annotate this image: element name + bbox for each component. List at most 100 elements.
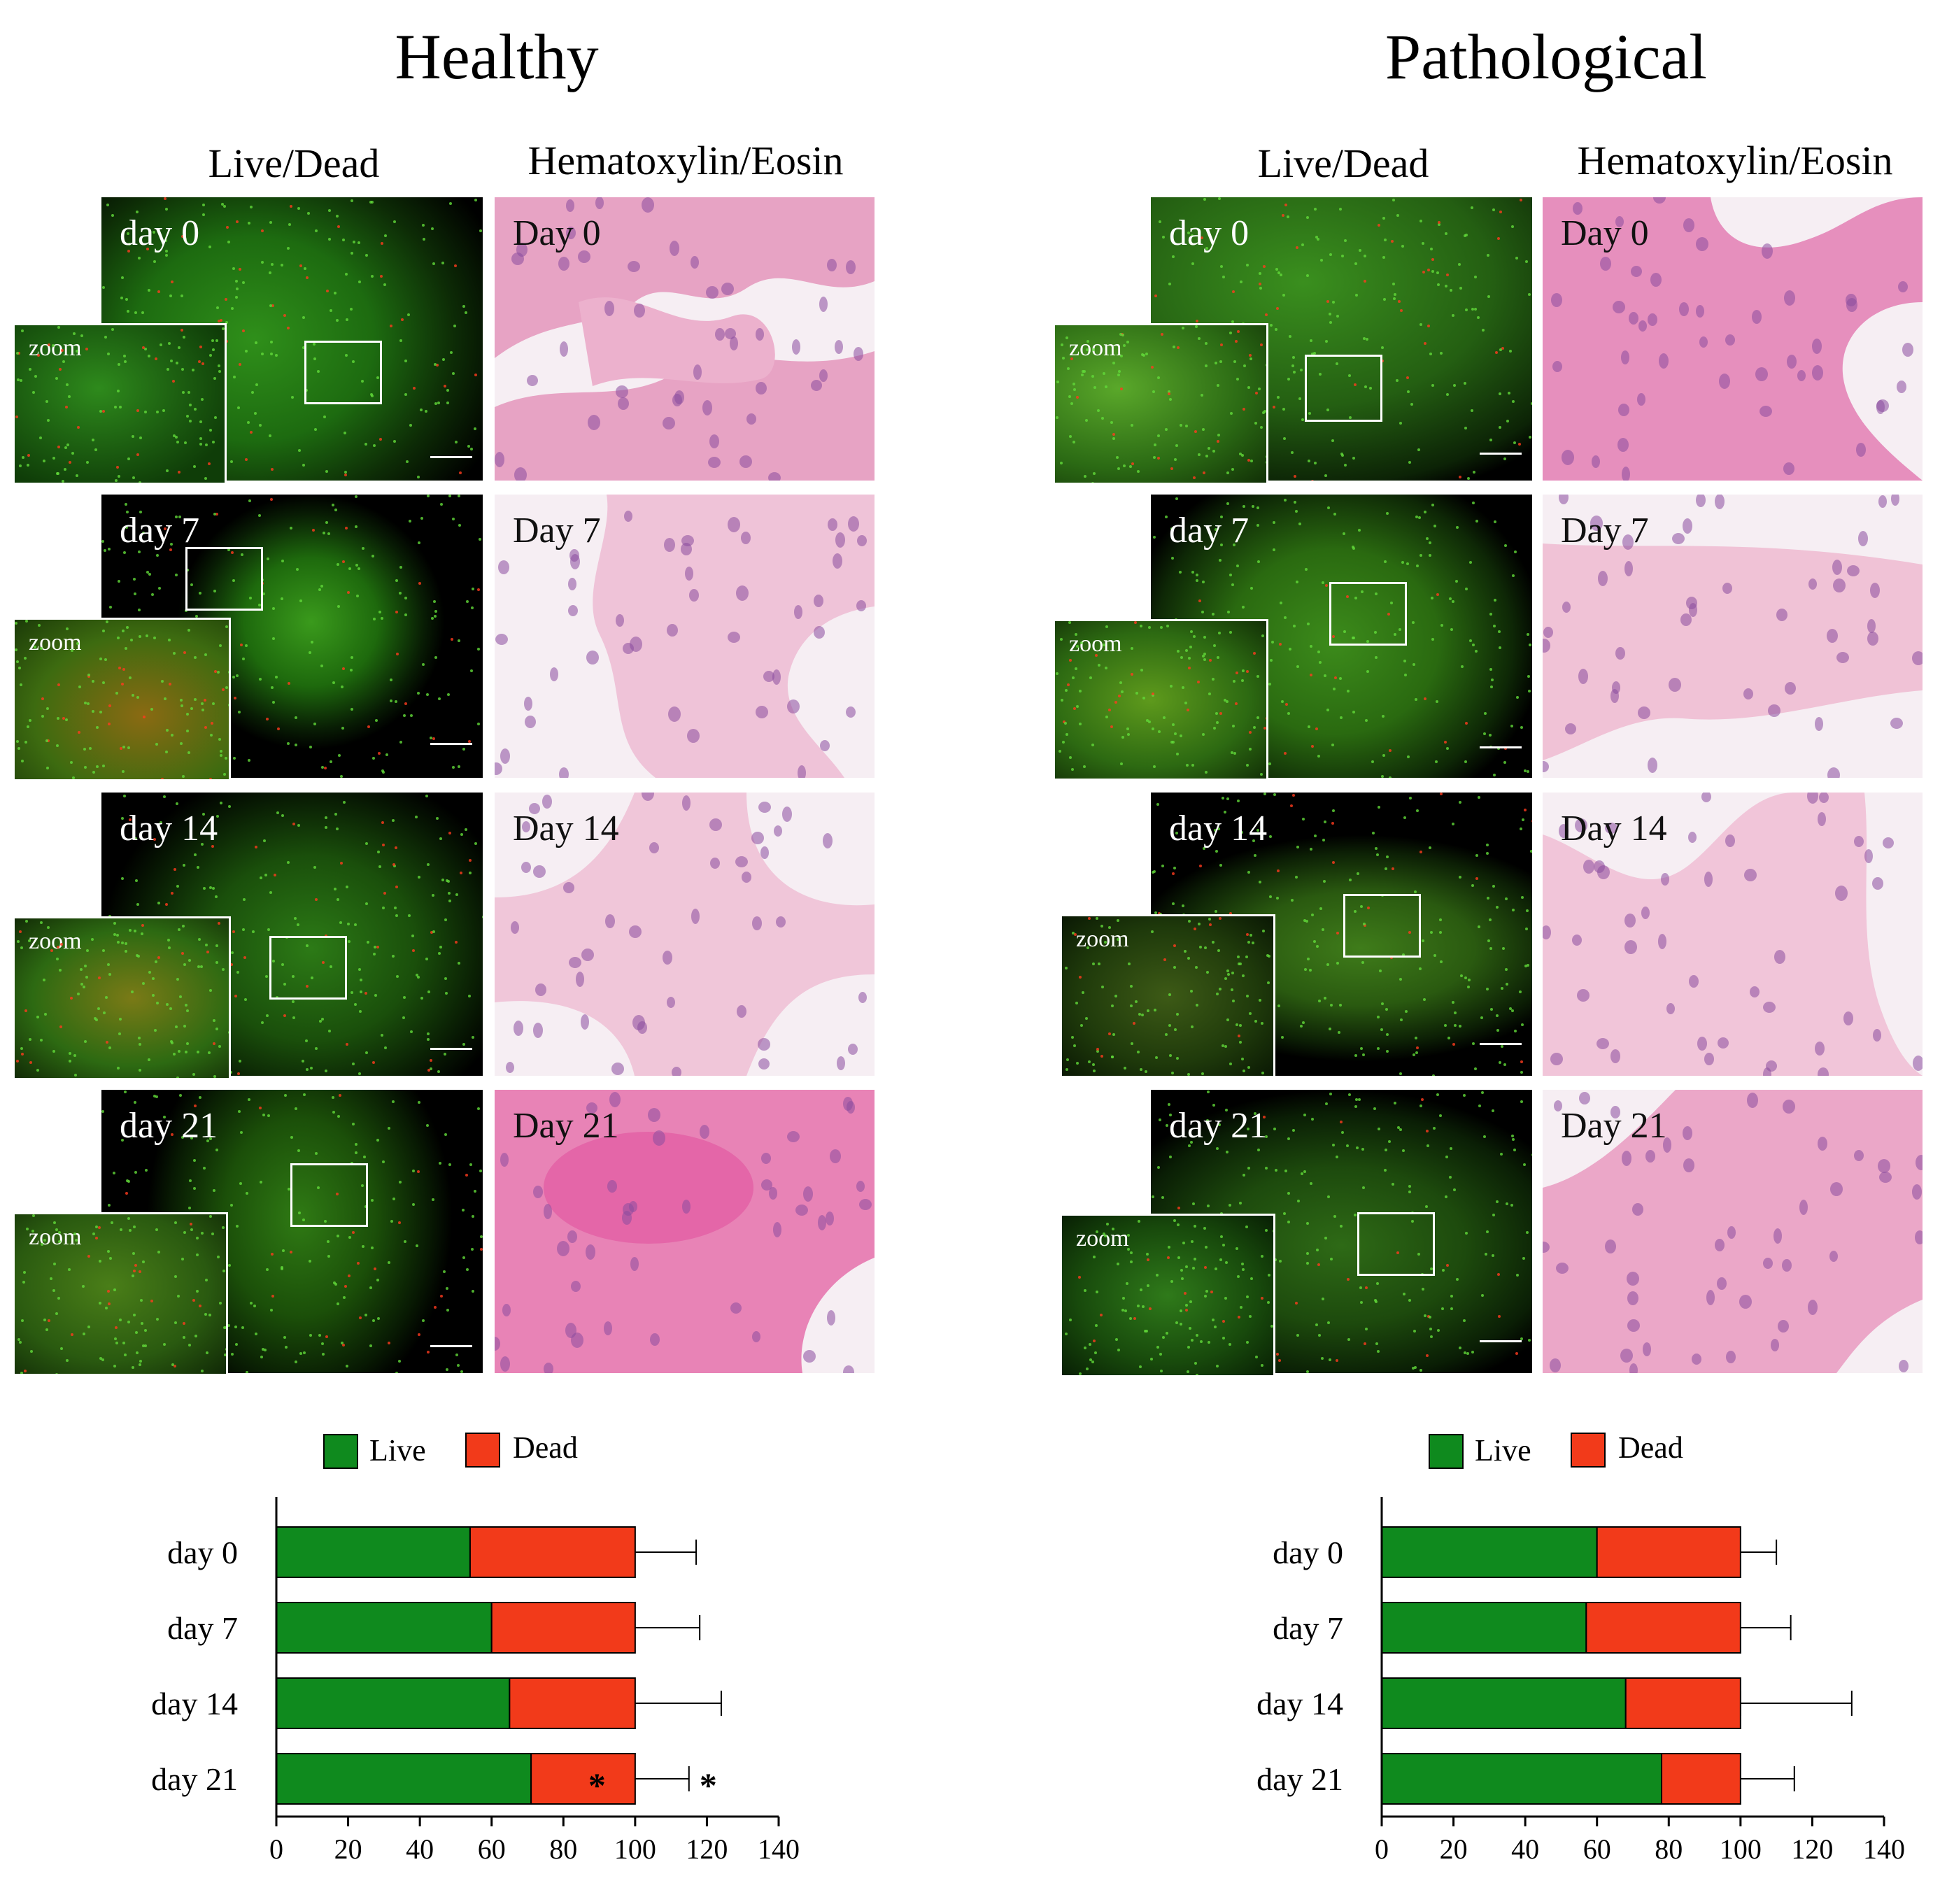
- live-cell-dot: [352, 1123, 355, 1125]
- live-cell-dot: [139, 1043, 141, 1046]
- live-cell-dot: [334, 888, 337, 890]
- live-cell-dot: [311, 641, 313, 644]
- live-cell-dot: [1254, 422, 1257, 425]
- dead-cell-dot: [395, 611, 398, 613]
- live-cell-dot: [1436, 1093, 1439, 1096]
- live-cell-dot: [179, 995, 182, 998]
- live-cell-dot: [196, 1290, 199, 1293]
- live-cell-dot: [144, 1329, 147, 1332]
- live-cell-dot: [167, 368, 169, 371]
- live-cell-dot: [201, 398, 204, 401]
- live-cell-dot: [152, 977, 155, 980]
- live-cell-dot: [418, 876, 420, 879]
- legend-live-swatch: [323, 1434, 358, 1469]
- live-cell-dot: [121, 276, 124, 279]
- live-cell-dot: [374, 994, 377, 997]
- zoom-region-box: [1329, 582, 1407, 646]
- live-cell-dot: [1452, 314, 1454, 317]
- nucleus: [1627, 1319, 1640, 1332]
- live-cell-dot: [1088, 1060, 1091, 1063]
- live-cell-dot: [258, 604, 261, 606]
- nucleus: [563, 882, 574, 893]
- nucleus: [1620, 1349, 1633, 1363]
- live-cell-dot: [1205, 342, 1208, 345]
- live-cell-dot: [1377, 1016, 1380, 1018]
- nucleus: [1808, 1300, 1818, 1315]
- dead-cell-dot: [1229, 912, 1232, 915]
- dead-cell-dot: [1253, 652, 1256, 655]
- live-cell-dot: [269, 434, 271, 437]
- dead-cell-dot: [211, 722, 213, 725]
- live-cell-dot: [1431, 384, 1434, 387]
- live-cell-dot: [302, 1060, 304, 1063]
- live-cell-dot: [1376, 1282, 1379, 1285]
- significance-asterisk: *: [588, 1766, 606, 1805]
- live-cell-dot: [1406, 562, 1409, 565]
- live-cell-dot: [1447, 1037, 1450, 1039]
- dead-cell-dot: [1296, 246, 1298, 249]
- live-cell-dot: [1417, 1253, 1420, 1256]
- live-cell-dot: [1196, 1334, 1198, 1337]
- dead-cell-dot: [29, 1061, 32, 1064]
- live-cell-dot: [1205, 1246, 1208, 1249]
- nucleus: [1624, 561, 1633, 576]
- live-cell-dot: [1449, 1176, 1452, 1179]
- dead-cell-dot: [225, 298, 227, 301]
- live-cell-dot: [1091, 1360, 1094, 1363]
- nucleus: [1669, 678, 1681, 692]
- dead-cell-dot: [1265, 313, 1268, 316]
- live-cell-dot: [426, 693, 429, 696]
- live-cell-dot: [20, 379, 22, 382]
- live-cell-dot: [1268, 762, 1271, 765]
- live-cell-dot: [17, 378, 20, 381]
- live-cell-dot: [1214, 1326, 1217, 1328]
- live-cell-dot: [86, 949, 89, 952]
- live-cell-dot: [1153, 536, 1156, 539]
- nucleus: [1672, 533, 1685, 544]
- dead-cell-dot: [77, 426, 80, 429]
- live-cell-dot: [1170, 685, 1173, 688]
- live-cell-dot: [236, 287, 239, 290]
- live-cell-dot: [57, 326, 60, 329]
- live-cell-dot: [1105, 667, 1107, 669]
- live-cell-dot: [1279, 1260, 1282, 1263]
- live-cell-dot: [392, 1198, 395, 1200]
- nucleus: [1689, 603, 1697, 617]
- live-cell-dot: [1246, 764, 1249, 767]
- dead-cell-dot: [1416, 1046, 1419, 1049]
- live-cell-dot: [1124, 1067, 1126, 1070]
- nucleus: [495, 762, 502, 775]
- nucleus: [709, 818, 722, 831]
- live-cell-dot: [52, 1050, 55, 1053]
- live-cell-dot: [1196, 1374, 1198, 1375]
- live-cell-dot: [1205, 247, 1208, 250]
- live-cell-dot: [1249, 748, 1252, 751]
- live-cell-dot: [1490, 1008, 1493, 1011]
- live-cell-dot: [1374, 1299, 1377, 1302]
- live-cell-dot: [1329, 1358, 1331, 1361]
- live-cell-dot: [1242, 974, 1245, 977]
- nucleus: [628, 261, 640, 272]
- live-cell-dot: [209, 886, 212, 889]
- nucleus: [571, 1281, 581, 1292]
- live-cell-dot: [142, 982, 145, 985]
- nucleus: [1696, 495, 1706, 507]
- dead-cell-dot: [1222, 1320, 1225, 1323]
- live-cell-dot: [1486, 988, 1489, 990]
- live-cell-dot: [1501, 987, 1503, 990]
- dead-cell-dot: [436, 364, 439, 367]
- nucleus: [1622, 1151, 1631, 1166]
- nucleus: [1704, 872, 1713, 887]
- live-cell-dot: [1222, 1337, 1225, 1340]
- nucleus: [1552, 361, 1562, 372]
- live-cell-dot: [1274, 1258, 1277, 1261]
- live-cell-dot: [1401, 245, 1404, 248]
- live-cell-dot: [87, 674, 90, 676]
- live-cell-dot: [22, 456, 24, 459]
- live-cell-dot: [144, 411, 147, 413]
- nucleus: [1725, 834, 1735, 847]
- live-cell-dot: [204, 477, 207, 480]
- live-cell-dot: [265, 975, 268, 978]
- live-cell-dot: [332, 1096, 334, 1099]
- dead-cell-dot: [1459, 476, 1461, 478]
